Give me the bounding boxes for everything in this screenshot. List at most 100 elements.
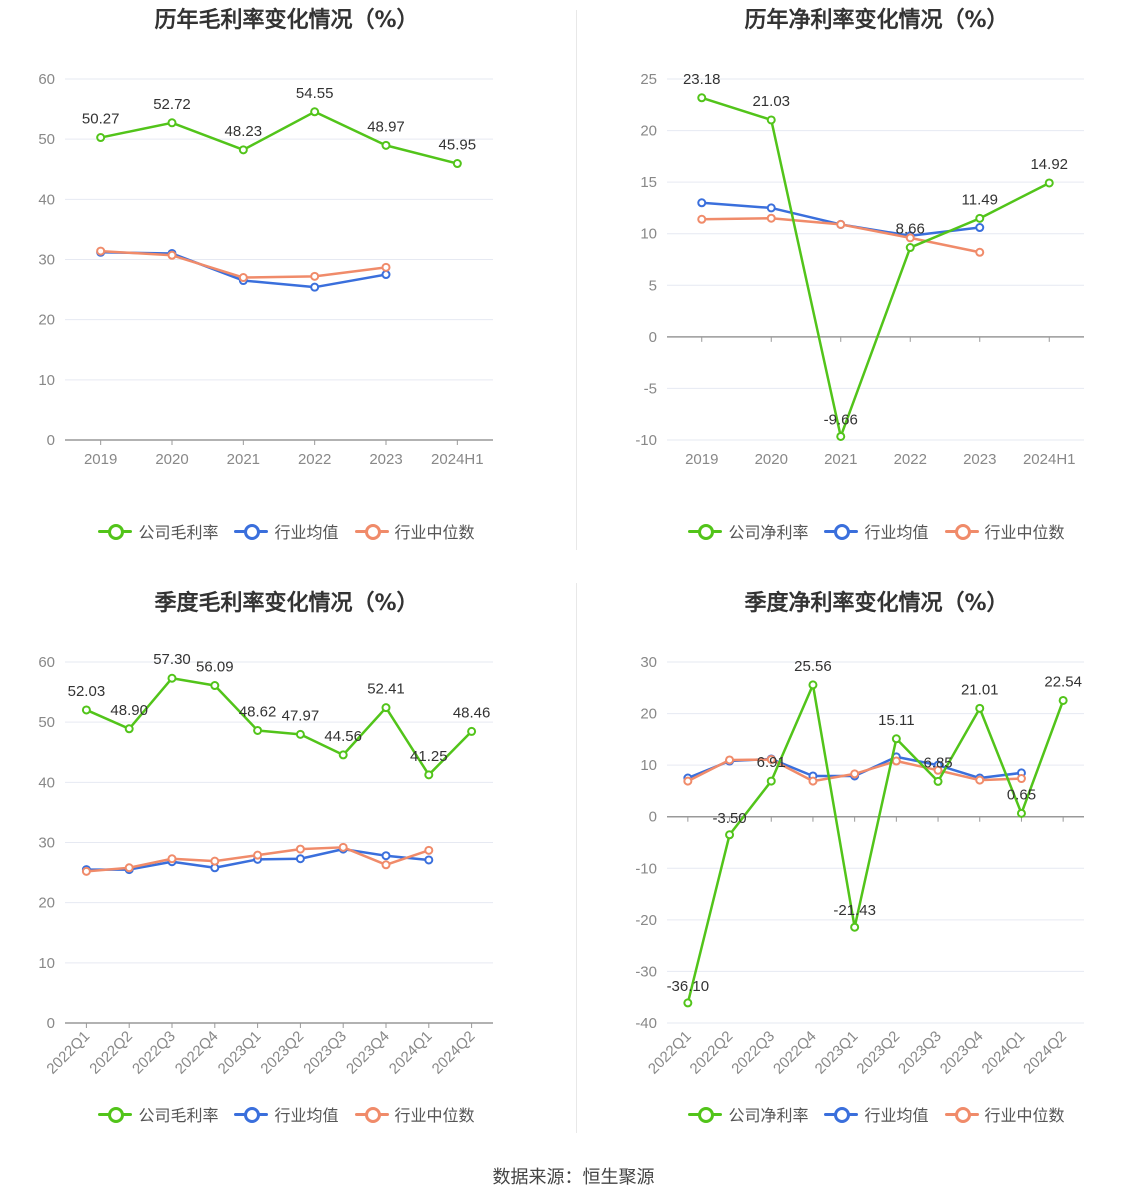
- legend-item-industry-avg[interactable]: 行业均值: [234, 519, 339, 543]
- data-point: [167, 118, 177, 128]
- x-tick-label: 2024Q2: [429, 1028, 479, 1078]
- data-point: [836, 219, 846, 229]
- legend-item-industry-avg[interactable]: 行业均值: [824, 1102, 929, 1126]
- chart-legend: 公司净利率 行业均值 行业中位数: [590, 519, 1147, 543]
- data-label: 48.46: [453, 704, 491, 721]
- data-point: [96, 246, 106, 256]
- data-point: [96, 133, 106, 143]
- legend-item-industry-median[interactable]: 行业中位数: [944, 519, 1065, 543]
- data-point: [725, 755, 735, 765]
- legend-line-icon: [234, 1107, 269, 1123]
- legend-line-icon: [944, 524, 979, 540]
- legend-item-industry-median[interactable]: 行业中位数: [354, 519, 475, 543]
- chart-quarterly-gross-margin: 季度毛利率变化情况（%） 0 10 20 30 40 50 60 2022Q1 2022Q2 20…: [0, 583, 573, 1163]
- data-point: [381, 270, 391, 280]
- y-tick-label: -40: [635, 1015, 657, 1032]
- data-point: [238, 145, 248, 155]
- legend-label: 公司净利率: [728, 1106, 809, 1125]
- y-tick-label: -5: [644, 380, 657, 397]
- data-point: [766, 115, 776, 125]
- y-tick-label: 15: [640, 174, 657, 191]
- legend-item-industry-median[interactable]: 行业中位数: [944, 1102, 1065, 1126]
- x-tick-label: 2022Q1: [645, 1028, 695, 1078]
- y-tick-label: 0: [649, 329, 657, 346]
- legend-label: 行业中位数: [394, 1106, 475, 1125]
- x-tick-label: 2022Q1: [43, 1028, 93, 1078]
- data-point: [381, 851, 391, 861]
- y-tick-label: 0: [47, 432, 55, 449]
- y-tick-label: 5: [649, 277, 657, 294]
- data-label: 6.91: [757, 754, 786, 771]
- y-tick-label: 60: [38, 71, 55, 88]
- data-label: 48.97: [367, 118, 405, 135]
- data-point: [452, 159, 462, 169]
- data-point: [891, 756, 901, 766]
- data-point: [381, 140, 391, 150]
- legend-label: 行业均值: [864, 523, 929, 542]
- y-tick-label: 30: [38, 252, 55, 269]
- data-point: [424, 770, 434, 780]
- y-tick-label: 0: [47, 1015, 55, 1032]
- chart-legend: 公司毛利率 行业均值 行业中位数: [0, 1102, 573, 1126]
- data-point: [295, 844, 305, 854]
- chart-annual-net-margin: 历年净利率变化情况（%） -10 -5 0 5 10 15 20 25 2019 2020 2021…: [590, 0, 1147, 580]
- data-label: 41.25: [410, 748, 448, 765]
- data-point: [766, 754, 776, 764]
- legend-item-industry-avg[interactable]: 行业均值: [234, 1102, 339, 1126]
- data-point: [81, 705, 91, 715]
- legend-line-icon: [824, 524, 859, 540]
- data-label: 44.56: [324, 728, 362, 745]
- legend-item-industry-avg[interactable]: 行业均值: [824, 519, 929, 543]
- chart-legend: 公司毛利率 行业均值 行业中位数: [0, 519, 573, 543]
- data-point: [836, 431, 846, 441]
- x-tick-label: 2023Q2: [853, 1028, 903, 1078]
- data-label: 47.97: [282, 707, 320, 724]
- y-tick-label: 10: [640, 757, 657, 774]
- legend-item-company[interactable]: 公司毛利率: [98, 1102, 218, 1126]
- legend-label: 行业均值: [864, 1106, 929, 1125]
- legend-line-icon: [688, 1107, 723, 1123]
- data-label: -21.43: [833, 902, 876, 919]
- data-point: [167, 854, 177, 864]
- line-chart-svg: 01020304050602022Q12022Q22022Q32022Q4202…: [38, 651, 493, 1078]
- data-point: [210, 856, 220, 866]
- legend-label: 行业中位数: [984, 1106, 1065, 1125]
- data-point: [683, 998, 693, 1008]
- chart-title: 历年净利率变化情况（%）: [744, 8, 1009, 33]
- data-point: [424, 845, 434, 855]
- data-point: [381, 860, 391, 870]
- data-point: [238, 273, 248, 283]
- x-tick-label: 2023Q4: [937, 1028, 987, 1078]
- data-point: [933, 765, 943, 775]
- y-tick-label: 20: [640, 706, 657, 723]
- legend-item-company[interactable]: 公司净利率: [688, 1102, 808, 1126]
- data-point: [905, 233, 915, 243]
- y-tick-label: 20: [38, 895, 55, 912]
- series-line-company: [100, 110, 458, 165]
- data-point: [891, 734, 901, 744]
- legend-item-company[interactable]: 公司毛利率: [98, 519, 218, 543]
- x-tick-label: 2024Q1: [386, 1028, 436, 1078]
- y-tick-label: 0: [649, 809, 657, 826]
- data-point: [1058, 695, 1068, 705]
- data-point: [381, 262, 391, 272]
- x-tick-label: 2024Q1: [979, 1028, 1029, 1078]
- data-point: [167, 673, 177, 683]
- data-label: 15.11: [878, 712, 914, 729]
- x-tick-label: 2022Q3: [728, 1028, 778, 1078]
- legend-item-company[interactable]: 公司净利率: [688, 519, 808, 543]
- data-point: [310, 282, 320, 292]
- data-point: [850, 922, 860, 932]
- legend-item-industry-median[interactable]: 行业中位数: [354, 1102, 475, 1126]
- x-tick-label: 2022Q4: [770, 1028, 820, 1078]
- data-point: [167, 250, 177, 260]
- y-tick-label: -20: [635, 912, 657, 929]
- legend-label: 行业中位数: [984, 523, 1065, 542]
- chart-title: 历年毛利率变化情况（%）: [154, 8, 419, 33]
- data-point: [975, 703, 985, 713]
- data-point: [975, 213, 985, 223]
- legend-label: 行业均值: [274, 523, 339, 542]
- data-point: [905, 243, 915, 253]
- x-tick-label: 2022Q2: [687, 1028, 737, 1078]
- series-line-company: [85, 676, 473, 777]
